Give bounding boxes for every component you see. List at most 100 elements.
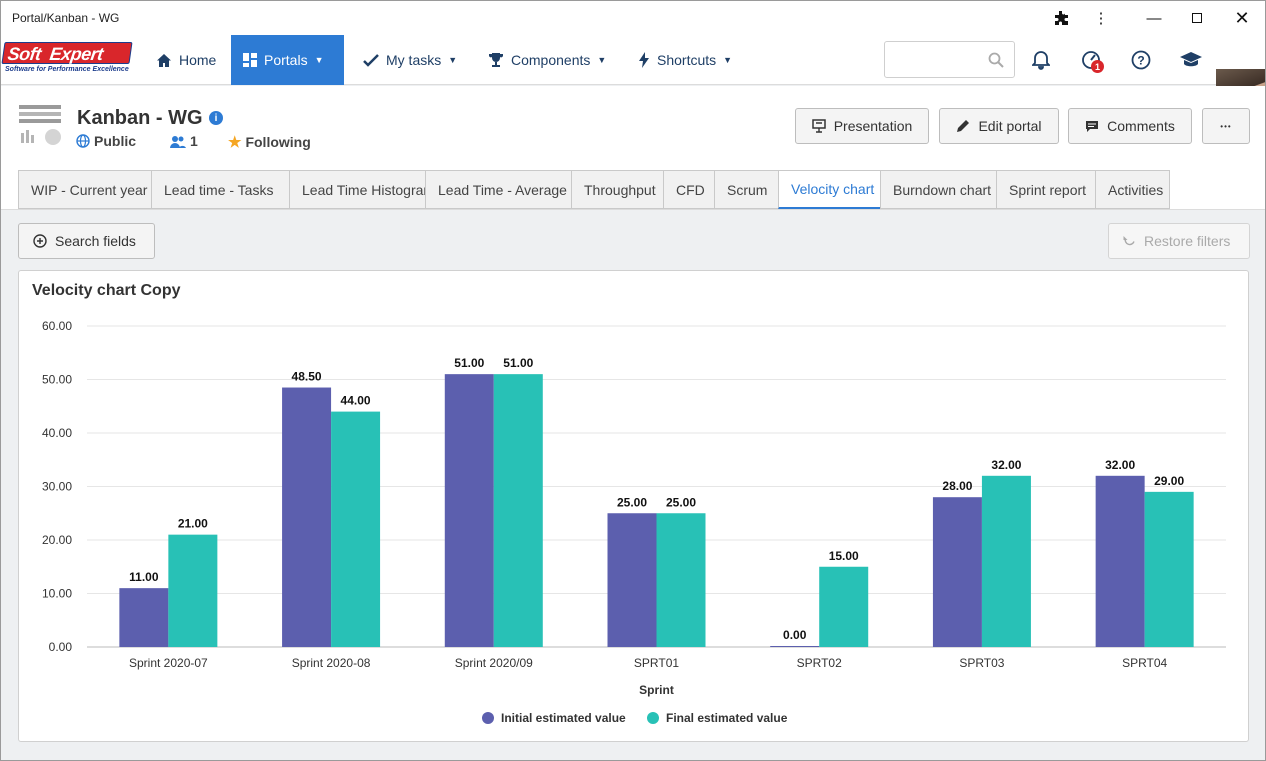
bar[interactable] xyxy=(932,497,982,647)
nav-my-tasks-label: My tasks xyxy=(386,52,442,68)
y-tick-label: 40.00 xyxy=(42,426,72,440)
more-options-button[interactable]: ••• xyxy=(1202,108,1250,144)
logo-tagline: Software for Performance Excellence xyxy=(5,66,129,73)
data-label: 25.00 xyxy=(666,495,696,509)
chart-title: Velocity chart Copy xyxy=(32,282,181,299)
restore-filters-button[interactable]: Restore filters xyxy=(1108,223,1250,259)
edit-portal-button[interactable]: Edit portal xyxy=(939,108,1059,144)
nav-portals[interactable]: Portals ▼ xyxy=(231,35,344,85)
search-fields-button[interactable]: Search fields xyxy=(18,223,155,259)
y-tick-label: 30.00 xyxy=(42,480,72,494)
portals-icon xyxy=(243,53,257,67)
maximize-icon[interactable] xyxy=(1174,1,1220,35)
page-title: Kanban - WG xyxy=(77,107,203,129)
tab-lead-time-tasks[interactable]: Lead time - Tasks xyxy=(151,170,289,209)
tab-velocity-chart[interactable]: Velocity chart xyxy=(778,170,880,209)
data-label: 51.00 xyxy=(503,356,533,370)
tab-wip-current-year[interactable]: WIP - Current year xyxy=(18,170,151,209)
chevron-down-icon: ▼ xyxy=(723,55,733,65)
x-tick-label: SPRT04 xyxy=(1122,656,1167,670)
y-tick-label: 20.00 xyxy=(42,533,72,547)
data-label: 15.00 xyxy=(829,549,859,563)
bar[interactable] xyxy=(1144,491,1194,647)
bell-icon[interactable] xyxy=(1029,48,1053,72)
nav-shortcuts[interactable]: Shortcuts ▼ xyxy=(626,35,744,85)
data-label: 11.00 xyxy=(129,570,159,584)
nav-home-label: Home xyxy=(179,52,217,68)
tab-lead-time-histogram[interactable]: Lead Time Histogram xyxy=(289,170,435,209)
legend-marker[interactable] xyxy=(482,712,494,724)
legend-label[interactable]: Final estimated value xyxy=(666,711,788,725)
portal-tabs: WIP - Current year Lead time - Tasks Lead … xyxy=(18,170,1170,209)
data-label: 28.00 xyxy=(942,479,972,493)
logo-word-1: Soft xyxy=(6,44,43,64)
softexpert-logo[interactable]: Soft Expert Software for Performance Exc… xyxy=(1,42,133,78)
chevron-down-icon: ▼ xyxy=(597,55,607,65)
nav-home[interactable]: Home xyxy=(144,35,228,85)
content-area: Search fields Restore filters Velocity c… xyxy=(1,209,1265,760)
bar[interactable] xyxy=(444,374,494,647)
presentation-button[interactable]: Presentation xyxy=(795,108,929,144)
bar[interactable] xyxy=(119,588,169,647)
close-icon[interactable]: ✕ xyxy=(1234,7,1250,28)
bar[interactable] xyxy=(1095,475,1145,647)
help-icon[interactable]: ? xyxy=(1129,48,1153,72)
nav-components[interactable]: Components ▼ xyxy=(476,35,618,85)
bar[interactable] xyxy=(282,387,332,647)
portal-thumbnail-icon xyxy=(19,105,65,145)
presentation-icon xyxy=(811,119,826,133)
velocity-chart: 0.00 10.00 20.00 30.00 40.00 50.00 60.00 Sprint… xyxy=(42,319,1226,725)
data-label: 0.00 xyxy=(783,628,807,642)
x-tick-label: Sprint 2020-08 xyxy=(292,656,371,670)
bar[interactable] xyxy=(168,534,218,647)
bar[interactable] xyxy=(493,374,543,647)
x-tick-label: Sprint 2020/09 xyxy=(455,656,533,670)
legend-marker[interactable] xyxy=(647,712,659,724)
home-icon xyxy=(157,53,171,67)
tab-throughput[interactable]: Throughput xyxy=(571,170,663,209)
data-label: 48.50 xyxy=(292,370,322,384)
bar[interactable] xyxy=(607,513,657,647)
search-input[interactable] xyxy=(884,41,1015,78)
tab-lead-time-average[interactable]: Lead Time - Average xyxy=(425,170,571,209)
menu-kebab-icon[interactable]: ⋮ xyxy=(1093,10,1109,27)
y-tick-label: 0.00 xyxy=(49,640,73,654)
globe-icon xyxy=(76,134,90,148)
data-label: 32.00 xyxy=(991,458,1021,472)
pencil-icon xyxy=(957,120,970,132)
following-status[interactable]: ★ Following xyxy=(228,133,311,151)
edit-portal-label: Edit portal xyxy=(978,118,1042,134)
legend-label[interactable]: Initial estimated value xyxy=(501,711,626,725)
bar[interactable] xyxy=(331,411,381,647)
chevron-down-icon: ▼ xyxy=(314,55,324,65)
chevron-down-icon: ▼ xyxy=(448,55,458,65)
minimize-icon[interactable]: — xyxy=(1146,9,1162,27)
portal-header: Kanban - WG i Public 1 ★ Following Prese… xyxy=(1,86,1265,209)
search-icon xyxy=(988,52,1004,68)
graduation-cap-icon[interactable] xyxy=(1179,48,1203,72)
tab-burndown-chart[interactable]: Burndown chart xyxy=(880,170,996,209)
data-label: 21.00 xyxy=(178,517,208,531)
bar[interactable] xyxy=(981,475,1031,647)
logo-box: Soft Expert xyxy=(1,42,133,64)
extensions-icon[interactable] xyxy=(1038,1,1084,35)
tab-activities[interactable]: Activities xyxy=(1095,170,1170,209)
tab-cfd[interactable]: CFD xyxy=(663,170,714,209)
comments-label: Comments xyxy=(1107,118,1175,134)
check-icon xyxy=(363,53,379,67)
nav-my-tasks[interactable]: My tasks ▼ xyxy=(351,35,469,85)
tab-scrum[interactable]: Scrum xyxy=(714,170,778,209)
x-tick-label: SPRT01 xyxy=(634,656,679,670)
tab-sprint-report[interactable]: Sprint report xyxy=(996,170,1095,209)
comments-button[interactable]: Comments xyxy=(1068,108,1192,144)
members-count[interactable]: 1 xyxy=(170,133,198,149)
svg-text:?: ? xyxy=(1137,54,1144,68)
members-count-label: 1 xyxy=(190,133,198,149)
y-tick-label: 50.00 xyxy=(42,373,72,387)
bar[interactable] xyxy=(656,513,706,647)
bar[interactable] xyxy=(770,646,820,647)
info-icon[interactable]: i xyxy=(209,111,223,125)
bar[interactable] xyxy=(819,566,869,647)
chart-panel: Velocity chart Copy 0.00 10.00 20.00 30.00 4… xyxy=(18,270,1249,742)
nav-components-label: Components xyxy=(511,52,591,68)
